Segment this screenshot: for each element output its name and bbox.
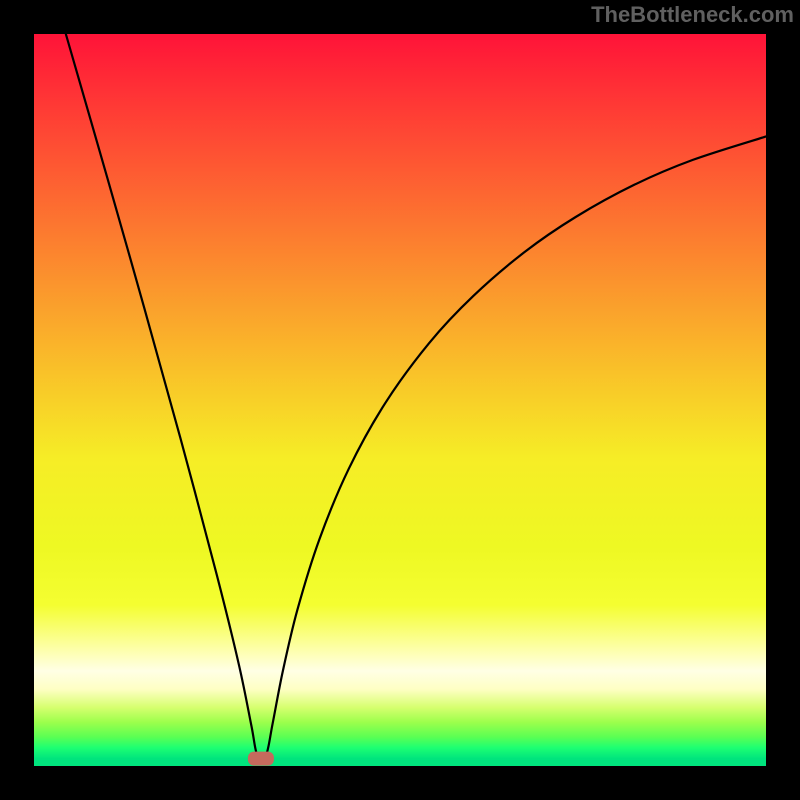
optimal-point-marker <box>248 752 274 766</box>
chart-container: TheBottleneck.com <box>0 0 800 800</box>
watermark-text: TheBottleneck.com <box>591 2 794 28</box>
plot-gradient-background <box>34 34 766 766</box>
bottleneck-chart-svg <box>0 0 800 800</box>
